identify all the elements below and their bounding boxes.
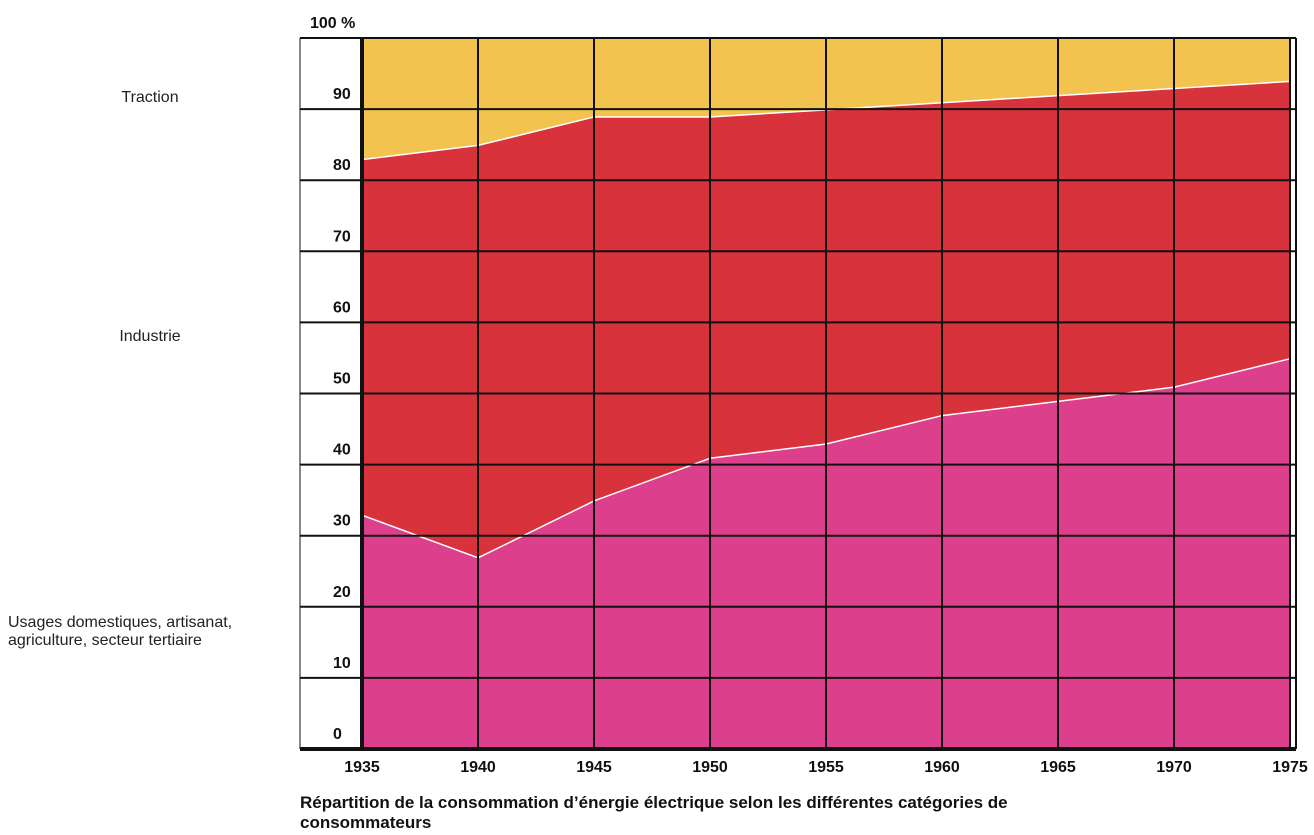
x-tick-label: 1945 [576,759,612,776]
y-tick-label: 50 [333,371,351,388]
x-tick-label: 1935 [344,759,380,776]
y-tick-label: 70 [333,228,351,245]
y-tick-label: 30 [333,513,351,530]
x-tick-label: 1965 [1040,759,1076,776]
y-tick-label: 100 % [310,15,355,32]
legend-label: Usages domestiques, artisanat, agricultu… [8,613,233,649]
legend-label: Industrie [119,327,181,345]
x-tick-label: 1950 [692,759,728,776]
y-tick-label: 90 [333,86,351,103]
x-tick-label: 1970 [1156,759,1192,776]
x-tick-label: 1960 [924,759,960,776]
y-tick-label: 20 [333,584,351,601]
y-tick-label: 10 [333,655,351,672]
x-tick-label: 1940 [460,759,496,776]
y-tick-label: 40 [333,442,351,459]
legend-label: Traction [121,89,179,107]
x-tick-label: 1955 [808,759,844,776]
chart-title: Répartition de la consommation d’énergie… [300,793,1008,832]
y-tick-label: 60 [333,299,351,316]
y-tick-label: 80 [333,157,351,174]
y-tick-label: 0 [333,726,342,743]
x-tick-label: 1975 [1272,759,1308,776]
